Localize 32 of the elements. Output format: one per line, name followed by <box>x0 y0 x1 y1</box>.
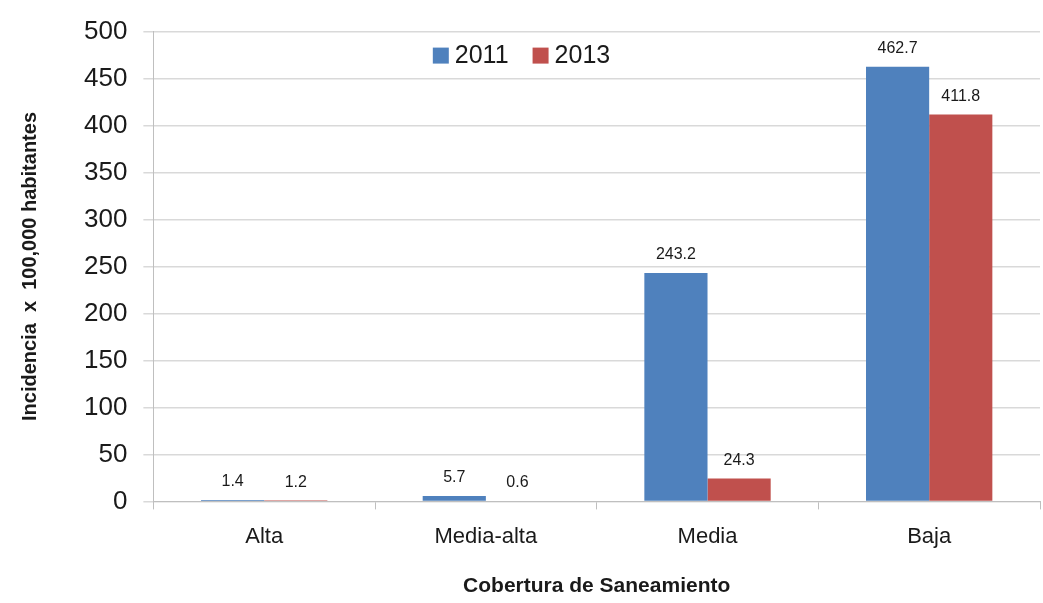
data-label: 24.3 <box>723 450 755 468</box>
y-axis-title: Incidencia x 100,000 habitantes <box>17 111 40 422</box>
data-label: 5.7 <box>443 468 466 486</box>
y-tick-label: 300 <box>83 202 128 233</box>
x-tick-label: Media <box>677 522 739 548</box>
y-tick-label: 150 <box>83 343 128 374</box>
data-label: 0.6 <box>506 473 529 491</box>
data-label: 243.2 <box>655 245 697 263</box>
y-tick-label: 250 <box>83 249 128 280</box>
data-label: 462.7 <box>877 39 918 57</box>
x-axis-title: Cobertura de Saneamiento <box>463 573 731 597</box>
legend-label: 2011 <box>454 40 509 69</box>
bar <box>422 496 486 501</box>
y-tick-label: 450 <box>83 61 128 92</box>
y-tick-label: 200 <box>83 296 128 327</box>
legend-label: 2013 <box>554 40 611 69</box>
data-label: 1.2 <box>284 472 308 490</box>
y-tick-label: 400 <box>83 108 128 139</box>
data-label: 411.8 <box>941 86 981 104</box>
bar <box>707 478 771 501</box>
bar <box>644 272 708 501</box>
y-tick-label: 350 <box>83 155 128 186</box>
bar <box>866 66 930 501</box>
y-tick-label: 50 <box>98 437 128 468</box>
data-label: 1.4 <box>221 472 244 490</box>
x-tick-label: Alta <box>245 522 284 548</box>
bar <box>929 114 993 501</box>
x-tick-label: Media-alta <box>434 522 538 548</box>
y-tick-label: 100 <box>83 390 128 421</box>
y-tick-label: 500 <box>83 14 128 45</box>
y-tick-label: 0 <box>112 484 128 515</box>
x-tick-label: Baja <box>907 522 952 548</box>
